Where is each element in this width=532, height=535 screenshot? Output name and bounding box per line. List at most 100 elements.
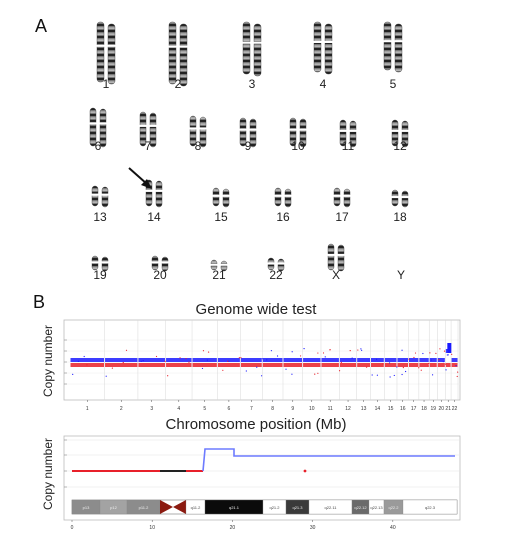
- genome-outlier-point: [303, 348, 305, 350]
- genome-low-band-15: [384, 363, 397, 367]
- genome-tick-label-20: 20: [439, 406, 445, 412]
- chromosome-9-centromere: [239, 128, 257, 131]
- genome-outlier-point: [155, 355, 158, 358]
- chromosome-13-centromere: [91, 193, 109, 196]
- genome-outlier-point: [382, 363, 384, 365]
- genome-high-band-22: [451, 358, 458, 362]
- genome-low-band-4: [166, 363, 192, 367]
- genome-points: [70, 343, 459, 378]
- ideogram-band-label: q22.3: [425, 505, 436, 510]
- chromosome-label-7: 7: [145, 139, 152, 153]
- genome-tick-label-22: 22: [452, 406, 458, 412]
- chromosome-pair-Y: Y: [397, 268, 405, 282]
- genome-high-band-17: [408, 358, 419, 362]
- genome-low-band-12: [339, 363, 357, 367]
- ideogram-band-label: p13: [83, 505, 90, 510]
- chromosome-pair-4: 4: [313, 21, 333, 91]
- genome-outlier-point: [455, 365, 457, 367]
- chromosome-20-right: [161, 256, 169, 272]
- genome-tick-label-2: 2: [120, 406, 123, 412]
- genome-outlier-point: [299, 355, 302, 357]
- genome-high-band-11: [321, 358, 339, 362]
- chromosome-12-left: [391, 119, 399, 147]
- genome-low-band-19: [429, 363, 437, 367]
- genome-high-band-2: [105, 358, 138, 362]
- chromosome-pair-15: 15: [212, 187, 230, 224]
- chromosome-10-centromere: [289, 128, 307, 131]
- genome-outlier-point: [444, 363, 447, 365]
- chromosome-19-centromere: [91, 261, 109, 264]
- genome-tick-label-6: 6: [227, 406, 230, 412]
- genome-outlier-point: [179, 357, 181, 359]
- chromosome-21-right: [220, 260, 228, 272]
- chromosome-pair-17: 17: [333, 187, 351, 224]
- ideogram-band-q22.3: [402, 499, 458, 515]
- genome-tick-label-4: 4: [177, 406, 180, 412]
- genome-high-band-10: [303, 358, 321, 362]
- genome-low-band-7: [240, 363, 262, 367]
- chromosome-22-right: [277, 258, 285, 272]
- chromosome-pair-9: 9: [239, 117, 257, 153]
- zoom-tick-label-0: 0: [71, 525, 74, 531]
- chromosome-18-right: [401, 190, 409, 208]
- genome-low-band-5: [192, 363, 217, 367]
- ideogram-centromere-right: [173, 500, 186, 514]
- genome-outlier-point: [445, 369, 447, 371]
- chromosome-1-left: [96, 21, 105, 83]
- genome-outlier-point: [428, 362, 430, 365]
- chromosome-6-left: [89, 107, 97, 147]
- ideogram-band-label: q22.11: [325, 505, 338, 510]
- genome-tick-label-7: 7: [250, 406, 253, 412]
- genome-outlier-point: [420, 369, 422, 371]
- genome-outlier-point: [317, 352, 319, 354]
- genome-outlier-point: [240, 357, 242, 359]
- ideogram-band-label: q11.2: [191, 505, 201, 510]
- ideogram-band-label: q21.1: [229, 505, 240, 510]
- zoom-tick-label-30: 30: [310, 525, 316, 531]
- chromosome-pair-3: 3: [242, 21, 262, 91]
- genome-outlier-point: [202, 350, 205, 352]
- chromosome-2-left: [168, 21, 177, 85]
- genome-outlier-point: [447, 354, 449, 356]
- genome-outlier-point: [245, 370, 247, 372]
- genome-outlier-point: [456, 375, 458, 378]
- chromosome-4-right: [324, 23, 333, 75]
- ideogram-band-label: p11.2: [139, 505, 149, 510]
- genome-high-band-16: [397, 358, 408, 362]
- genome-outlier-point: [389, 376, 391, 378]
- ideogram-centromere-left: [160, 500, 173, 514]
- genome-low-band-6: [217, 363, 240, 367]
- chromosome-label-9: 9: [245, 139, 252, 153]
- chromosome-8-centromere: [189, 127, 207, 130]
- genome-high-band-6: [217, 358, 240, 362]
- genome-outlier-point: [185, 357, 187, 360]
- genome-outlier-point: [442, 361, 444, 363]
- chromosome-17-left: [333, 187, 341, 207]
- genome-outlier-point: [402, 366, 404, 369]
- genome-outlier-point: [266, 359, 268, 361]
- genome-low-band-16: [397, 363, 408, 367]
- ideogram-band-label: q22.12: [354, 505, 367, 510]
- genome-tick-label-16: 16: [400, 406, 406, 412]
- genome-outlier-point: [142, 359, 144, 362]
- chromosome-label-16: 16: [276, 210, 290, 224]
- chromosome-pair-6: 6: [89, 107, 107, 153]
- genome-outlier-point: [167, 375, 169, 377]
- genome-tick-label-17: 17: [411, 406, 417, 412]
- chromosome-7-right: [149, 112, 157, 148]
- genome-low-band-18: [419, 363, 429, 367]
- genome-tick-label-9: 9: [291, 406, 294, 412]
- chromosome-label-18: 18: [393, 210, 407, 224]
- zoom-plot-ylabel: Copy number: [41, 438, 55, 510]
- genome-outlier-point: [270, 350, 273, 352]
- genome-tick-label-1: 1: [86, 406, 89, 412]
- chromosome-label-22: 22: [269, 268, 283, 282]
- genome-outlier-point: [314, 373, 316, 375]
- chromosome-X-centromere: [327, 253, 345, 256]
- genome-outlier-point: [322, 352, 325, 354]
- genome-x-ticks: 1 2 3 4 5 6 7 8 9 10 11 12 13 14 15 16 17 18 19 20 21 22: [86, 400, 458, 412]
- genome-outlier-point: [429, 352, 431, 354]
- genome-tick-label-19: 19: [430, 406, 436, 412]
- genome-outlier-point: [140, 360, 142, 362]
- chromosome-15-right: [222, 188, 230, 208]
